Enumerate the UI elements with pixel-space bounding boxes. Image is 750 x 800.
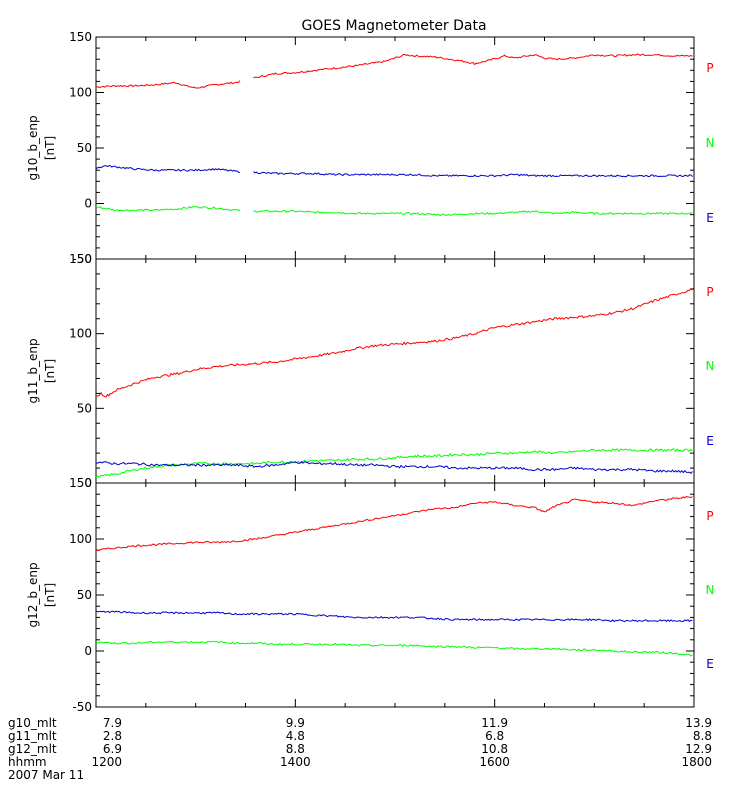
series-line-N [95,205,241,212]
date-label: 2007 Mar 11 [8,768,84,782]
x-tick-label: 6.8 [485,729,504,743]
legend-N: N [706,583,715,597]
y-tick-label: 150 [69,476,92,490]
x-tick-label: 13.9 [685,716,712,730]
legend-P: P [706,285,713,299]
series-line-P [253,53,693,79]
y-tick-label: -50 [72,700,92,714]
x-tick-label: 12.9 [685,742,712,756]
y-axis-unit: [nT] [43,359,57,383]
series-line-P [95,287,693,398]
x-row-label: g10_mlt [8,716,57,730]
series-line-E [95,610,693,623]
x-tick-label: 1200 [91,755,122,769]
y-tick-label: 150 [69,30,92,44]
x-row-label: g12_mlt [8,742,57,756]
panel-frame [95,482,695,708]
x-tick-label: 1400 [280,755,311,769]
panel-2: 0 50 100 150 g11_b_enp [nT] P N E [26,252,714,490]
x-tick-label: 7.9 [103,716,122,730]
panel-1: -50 0 50 100 150 g10_b_enp [nT] P N E [26,30,714,266]
chart-title: GOES Magnetometer Data [301,18,486,34]
series-line-P [95,496,693,552]
y-tick-label: 100 [69,532,92,546]
series-line-E [95,164,241,173]
y-tick-label: -50 [72,252,92,266]
x-tick-label: 2.8 [103,729,122,743]
x-tick-label: 4.8 [286,729,305,743]
x-tick-label: 6.9 [103,742,122,756]
x-axis-label-rows: g10_mlt 7.9 9.9 11.9 13.9 g11_mlt 2.8 4.8 6.8 8.8… [8,716,712,769]
series-line-N [253,209,693,217]
x-tick-label: 9.9 [286,716,305,730]
y-tick-label: 150 [69,252,92,266]
series-line-E [253,171,693,178]
y-axis-unit: [nT] [43,136,57,160]
y-tick-label: 50 [77,141,92,155]
y-tick-label: 50 [77,588,92,602]
panel-3: -50 0 50 100 150 g12_b_enp [nT] P N E [26,476,714,714]
series-line-N [95,640,693,657]
x-row-label: g11_mlt [8,729,57,743]
legend-P: P [706,509,713,523]
x-tick-label: 8.8 [286,742,305,756]
legend-P: P [706,61,713,75]
series-line-E [95,460,693,474]
x-tick-label: 11.9 [481,716,508,730]
legend-E: E [706,211,714,225]
legend-E: E [706,434,714,448]
x-tick-label: 8.8 [693,729,712,743]
y-axis-label: g10_b_enp [26,115,40,180]
x-tick-label: 1800 [681,755,712,769]
y-tick-label: 0 [84,644,92,658]
y-tick-label: 0 [84,476,92,490]
y-axis-label: g12_b_enp [26,562,40,627]
x-tick-label: 10.8 [481,742,508,756]
legend-E: E [706,657,714,671]
y-tick-label: 0 [84,197,92,211]
y-tick-label: 50 [77,401,92,415]
y-axis-label: g11_b_enp [26,338,40,403]
legend-N: N [706,136,715,150]
y-tick-label: 100 [69,86,92,100]
panel-frame [95,36,695,260]
x-row-label: hhmm [8,755,47,769]
y-axis-unit: [nT] [43,583,57,607]
legend-N: N [706,359,715,373]
y-tick-label: 100 [69,327,92,341]
series-line-N [95,448,693,479]
series-line-P [95,80,241,89]
x-tick-label: 1600 [479,755,510,769]
